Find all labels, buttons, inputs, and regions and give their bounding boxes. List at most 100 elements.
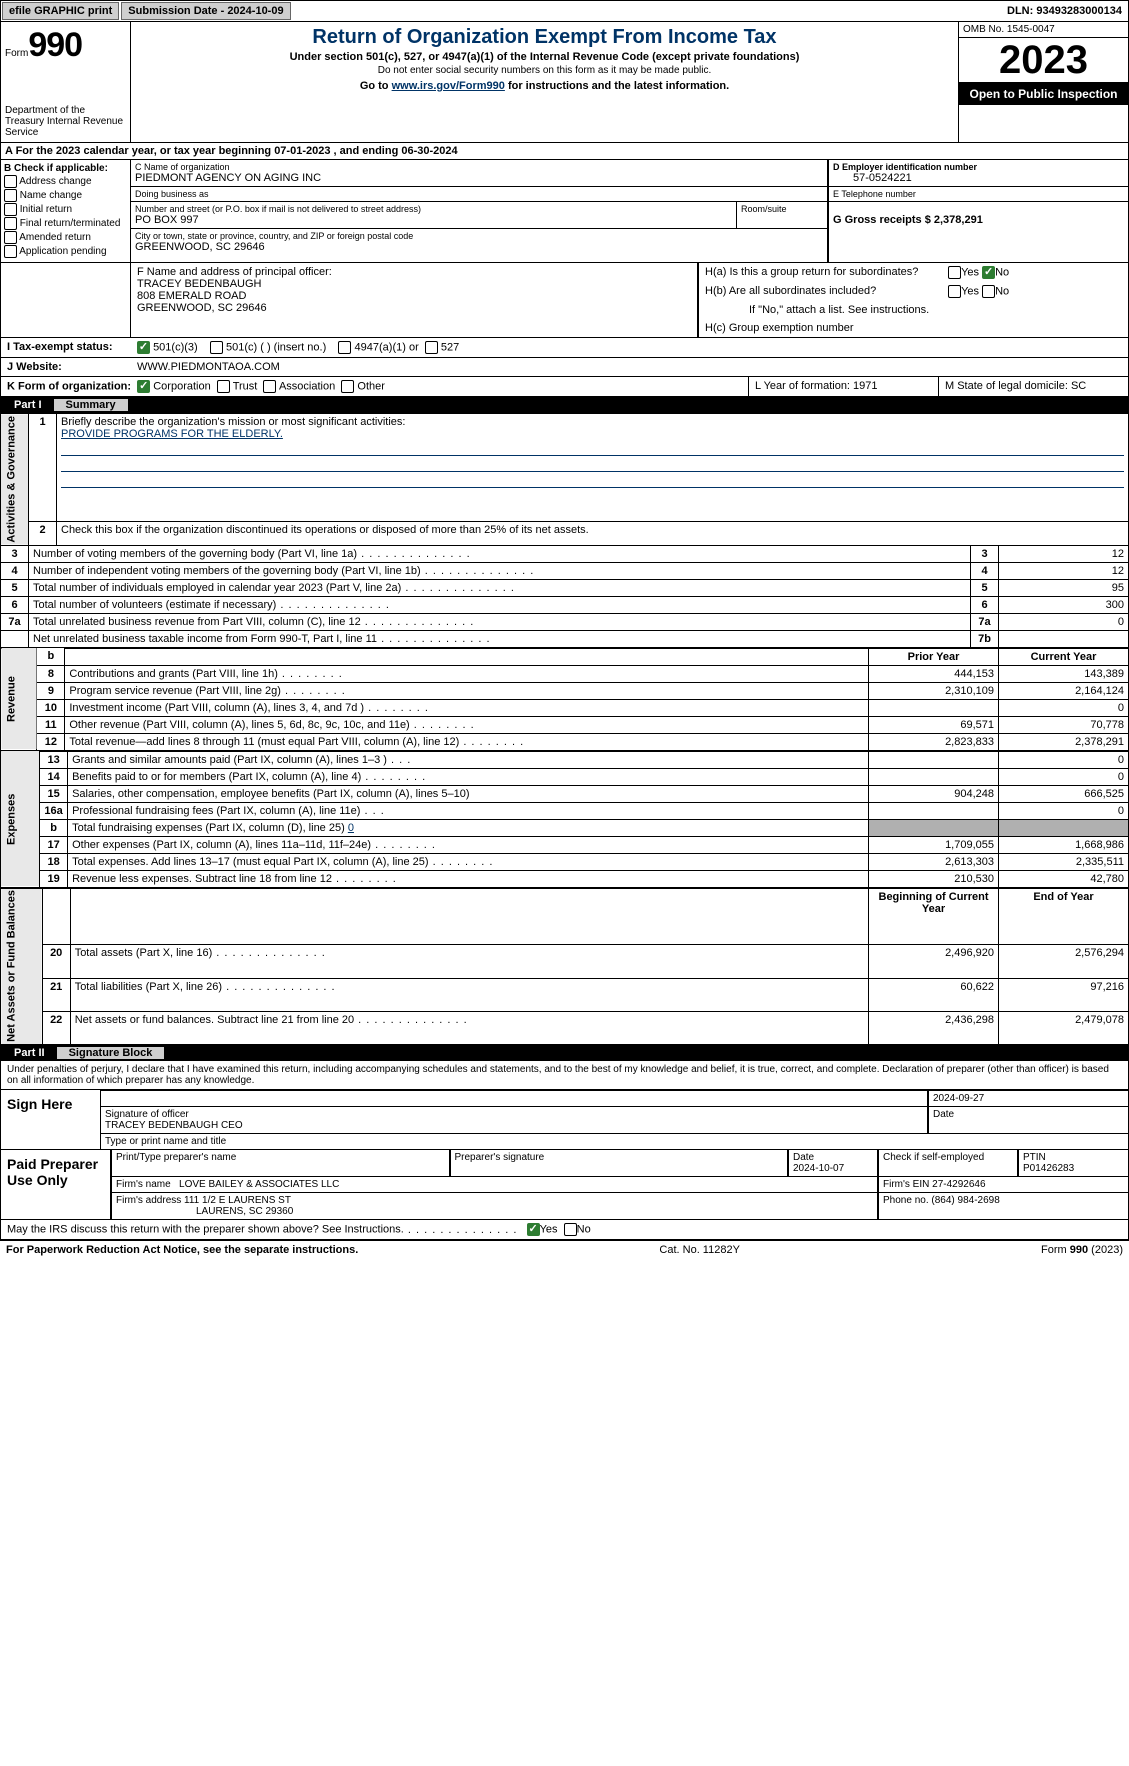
chk-501c[interactable] (210, 341, 223, 354)
line2-text: Check this box if the organization disco… (61, 524, 589, 536)
prep-name-label: Print/Type preparer's name (111, 1150, 450, 1177)
part1-header: Part I Summary (0, 397, 1129, 413)
type-name-label: Type or print name and title (101, 1134, 1128, 1149)
efile-print-btn[interactable]: efile GRAPHIC print (2, 2, 119, 20)
ha-no[interactable]: ✓ (982, 266, 995, 279)
firm-ein-label: Firm's EIN (883, 1179, 929, 1190)
dln-label: DLN: 93493283000134 (1001, 3, 1128, 19)
chk-app-pending[interactable] (4, 245, 17, 258)
omb-number: OMB No. 1545-0047 (959, 22, 1128, 38)
firm-addr1: 111 1/2 E LAURENS ST (184, 1195, 291, 1206)
goto-suffix: for instructions and the latest informat… (505, 80, 729, 92)
city-value: GREENWOOD, SC 29646 (135, 241, 823, 253)
chk-final-return[interactable] (4, 217, 17, 230)
chk-501c3[interactable]: ✓ (137, 341, 150, 354)
revenue-table: RevenuebPrior YearCurrent Year8Contribut… (0, 648, 1129, 751)
officer-addr2: GREENWOOD, SC 29646 (137, 302, 691, 314)
gross-receipts: G Gross receipts $ 2,378,291 (833, 214, 983, 226)
h-note: If "No," attach a list. See instructions… (699, 301, 1128, 319)
website-value: WWW.PIEDMONTAOA.COM (137, 361, 280, 373)
submission-date-btn[interactable]: Submission Date - 2024-10-09 (121, 2, 290, 20)
mission-text: PROVIDE PROGRAMS FOR THE ELDERLY. (61, 428, 283, 440)
firm-addr2: LAURENS, SC 29360 (116, 1206, 293, 1217)
lbl-yes2: Yes (961, 285, 979, 297)
i-label: I Tax-exempt status: (1, 338, 131, 357)
lbl-assoc: Association (279, 380, 335, 392)
subtitle: Under section 501(c), 527, or 4947(a)(1)… (139, 51, 950, 63)
part2-num: Part II (6, 1047, 53, 1059)
discuss-row: May the IRS discuss this return with the… (0, 1220, 1129, 1240)
hb-no[interactable] (982, 285, 995, 298)
preparer-block: Paid Preparer Use Only Print/Type prepar… (0, 1150, 1129, 1220)
chk-other[interactable] (341, 380, 354, 393)
ptin-value: P01426283 (1023, 1163, 1074, 1174)
lbl-amended-return: Amended return (19, 232, 91, 243)
discuss-no[interactable] (564, 1223, 577, 1236)
chk-4947[interactable] (338, 341, 351, 354)
vlabel-ag: Activities & Governance (1, 414, 29, 546)
part2-title: Signature Block (57, 1047, 165, 1059)
row-i: I Tax-exempt status: ✓ 501(c)(3) 501(c) … (0, 338, 1129, 358)
year-formation: L Year of formation: 1971 (748, 377, 938, 396)
lbl-yes3: Yes (540, 1224, 558, 1236)
lbl-corp: Corporation (153, 380, 210, 392)
lbl-no: No (995, 266, 1009, 278)
chk-amended-return[interactable] (4, 231, 17, 244)
hb-yes[interactable] (948, 285, 961, 298)
ptin-label: PTIN (1023, 1152, 1046, 1163)
prep-sig-label: Preparer's signature (450, 1150, 789, 1177)
self-emp-label: Check if self-employed (878, 1150, 1018, 1177)
chk-assoc[interactable] (263, 380, 276, 393)
lbl-501c: 501(c) ( ) (insert no.) (226, 341, 326, 353)
chk-name-change[interactable] (4, 189, 17, 202)
chk-initial-return[interactable] (4, 203, 17, 216)
prep-date-val: 2024-10-07 (793, 1163, 844, 1174)
firm-addr-label: Firm's address (116, 1195, 181, 1206)
perjury-text: Under penalties of perjury, I declare th… (0, 1061, 1129, 1090)
chk-trust[interactable] (217, 380, 230, 393)
firm-ein: 27-4292646 (932, 1179, 985, 1190)
header-grid: B Check if applicable: Address change Na… (0, 160, 1129, 263)
ssn-note: Do not enter social security numbers on … (139, 65, 950, 76)
officer-label: F Name and address of principal officer: (137, 266, 691, 278)
discuss-text: May the IRS discuss this return with the… (7, 1224, 517, 1236)
officer-sig-name: TRACEY BEDENBAUGH CEO (105, 1120, 243, 1131)
goto-line: Go to www.irs.gov/Form990 for instructio… (139, 80, 950, 92)
discuss-yes[interactable]: ✓ (527, 1223, 540, 1236)
sign-block: Sign Here 2024-09-27 Signature of office… (0, 1090, 1129, 1150)
prep-date-label: Date (793, 1152, 814, 1163)
footer: For Paperwork Reduction Act Notice, see … (0, 1240, 1129, 1259)
lbl-yes: Yes (961, 266, 979, 278)
line1-text: Briefly describe the organization's miss… (61, 416, 405, 428)
chk-527[interactable] (425, 341, 438, 354)
state-domicile: M State of legal domicile: SC (938, 377, 1128, 396)
form-label: Form (5, 48, 28, 59)
paid-preparer-label: Paid Preparer Use Only (1, 1150, 111, 1219)
lbl-initial-return: Initial return (20, 204, 72, 215)
j-label: J Website: (1, 358, 131, 376)
row-fh: F Name and address of principal officer:… (0, 263, 1129, 338)
firm-name-label: Firm's name (116, 1179, 171, 1190)
sig-officer-label: Signature of officer (105, 1109, 189, 1120)
lbl-4947: 4947(a)(1) or (355, 341, 419, 353)
sign-here-label: Sign Here (1, 1090, 101, 1149)
chk-corp[interactable]: ✓ (137, 380, 150, 393)
goto-prefix: Go to (360, 80, 392, 92)
lbl-final-return: Final return/terminated (20, 218, 121, 229)
ein-label: D Employer identification number (833, 162, 1124, 172)
form-header: Form990 Department of the Treasury Inter… (0, 22, 1129, 143)
topbar: efile GRAPHIC print Submission Date - 20… (0, 0, 1129, 22)
lbl-501c3: 501(c)(3) (153, 341, 198, 353)
street-value: PO BOX 997 (135, 214, 732, 226)
box-b-header: B Check if applicable: (4, 163, 127, 174)
ha-yes[interactable] (948, 266, 961, 279)
chk-address-change[interactable] (4, 175, 17, 188)
city-label: City or town, state or province, country… (135, 231, 823, 241)
form-ref: Form 990 (2023) (1041, 1244, 1123, 1256)
lbl-trust: Trust (233, 380, 258, 392)
dba-label: Doing business as (135, 189, 823, 199)
street-label: Number and street (or P.O. box if mail i… (135, 204, 732, 214)
goto-link[interactable]: www.irs.gov/Form990 (392, 80, 505, 92)
lbl-no3: No (577, 1224, 591, 1236)
prep-phone-label: Phone no. (883, 1195, 929, 1206)
